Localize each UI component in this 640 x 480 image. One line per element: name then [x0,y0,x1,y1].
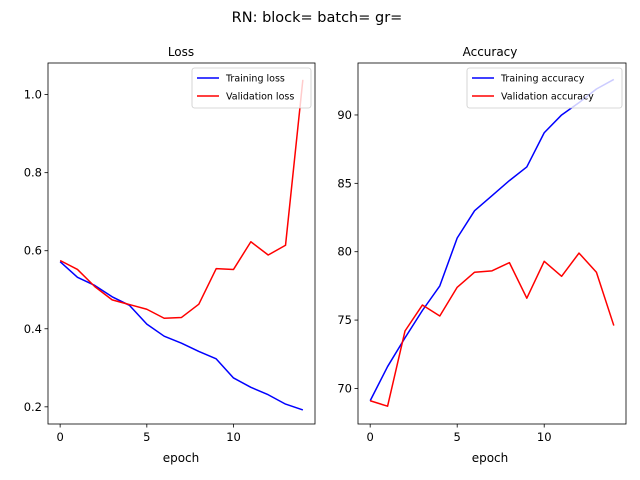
loss-ytick-label: 0.6 [24,244,42,258]
loss-legend: Training loss Validation loss [191,67,312,109]
loss-xtick-label: 10 [226,430,241,444]
loss-axes-frame [47,62,316,425]
loss-xtick-label: 0 [56,430,63,444]
accuracy-ytick-label: 80 [337,245,352,259]
loss-series-line-training [59,261,304,411]
loss-title: Loss [168,45,194,59]
accuracy-legend: Training accuracy Validation accuracy [466,67,623,109]
loss-panel: Loss epoch 0 5 10 0.2 0.4 0.6 0.8 1.0 Training l… [24,45,316,465]
accuracy-xtick-label: 5 [454,430,461,444]
loss-legend-box [191,67,312,109]
loss-series-line-validation [59,79,304,319]
accuracy-title: Accuracy [463,45,518,59]
loss-legend-label: Validation loss [226,92,294,103]
accuracy-ytick-label: 75 [337,313,352,327]
accuracy-ytick-label: 85 [337,176,352,190]
loss-xtick-label: 5 [143,430,150,444]
accuracy-panel: Accuracy epoch 0 5 10 70 75 80 85 90 Training ac… [337,45,627,465]
accuracy-xtick-label: 10 [537,430,552,444]
figure-suptitle: RN: block= batch= gr= [232,10,403,26]
loss-ytick-label: 0.4 [24,322,42,336]
loss-ytick-label: 0.8 [24,166,42,180]
accuracy-ytick-label: 90 [337,108,352,122]
loss-xlabel: epoch [163,451,200,465]
loss-ytick-label: 1.0 [24,88,42,102]
loss-legend-label: Training loss [225,74,285,85]
accuracy-axes-frame [357,62,627,425]
accuracy-legend-box [466,67,623,109]
accuracy-ytick-label: 70 [337,381,352,395]
loss-ytick-label: 0.2 [24,400,42,414]
accuracy-xlabel: epoch [472,451,509,465]
accuracy-series-line-validation [369,252,615,407]
accuracy-legend-label: Training accuracy [500,74,585,85]
accuracy-series-line-training [369,78,615,402]
accuracy-xtick-label: 0 [367,430,374,444]
accuracy-legend-label: Validation accuracy [501,92,594,103]
